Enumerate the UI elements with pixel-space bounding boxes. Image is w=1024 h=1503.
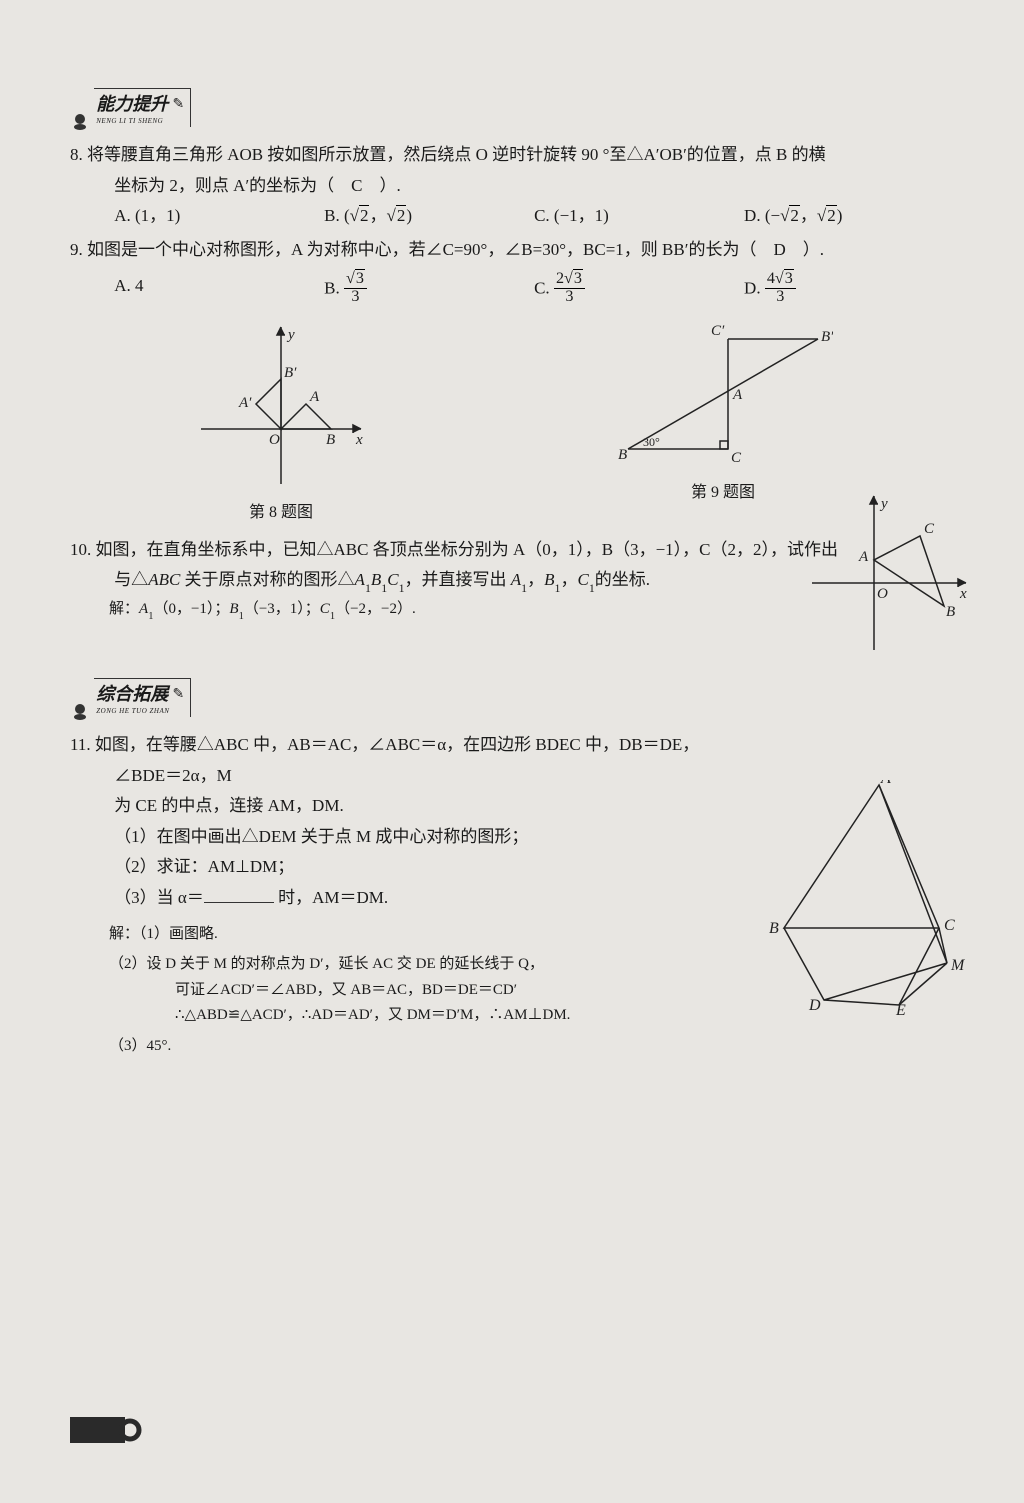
q8-figure-caption: 第 8 题图: [191, 501, 371, 525]
question-9: 9. 如图是一个中心对称图形，A 为对称中心，若∠C=90°，∠B=30°，BC…: [70, 235, 954, 307]
svg-text:C: C: [731, 450, 742, 466]
q8-diagram: y x O B A B′ A′: [191, 319, 371, 489]
q8-options: A. (1，1) B. (2，2) C. (−1，1) D. (−2，2): [114, 203, 954, 229]
q8-option-b: B. (2，2): [324, 203, 534, 229]
q11-sol2b: 可证∠ACD′＝∠ABD，又 AB＝AC，BD＝DE＝CD′: [175, 978, 724, 1004]
q11-sol2c: ∴△ABD≌△ACD′，∴AD＝AD′，又 DM＝D′M，∴AM⊥DM.: [175, 1003, 724, 1029]
svg-text:A′: A′: [238, 395, 252, 411]
q9-number: 9.: [70, 240, 83, 259]
q9-option-c: C. 233: [534, 273, 744, 306]
section-header-ability: 能力提升 ✎ NENG LI TI SHENG: [70, 90, 191, 132]
q8-option-a: A. (1，1): [114, 203, 324, 229]
figure-q11: A B C D E M: [769, 780, 969, 1023]
svg-text:A: A: [309, 389, 320, 405]
svg-text:A: A: [880, 780, 891, 787]
figure-q10: y x O A B C: [804, 488, 974, 666]
pencil-icon: ✎: [173, 97, 185, 112]
svg-text:M: M: [950, 957, 966, 974]
q11-part1: （1）在图中画出△DEM 关于点 M 成中心对称的图形；: [114, 822, 724, 853]
section-pinyin: NENG LI TI SHENG: [96, 116, 184, 127]
q9-option-d: D. 433: [744, 273, 954, 306]
figure-q8: y x O B A B′ A′ 第 8 题图: [191, 319, 371, 525]
mascot-icon: [70, 701, 90, 721]
footer-tab: [70, 1417, 150, 1443]
svg-text:C: C: [944, 917, 955, 934]
svg-text:y: y: [286, 327, 295, 343]
q9-option-b: B. 33: [324, 273, 534, 306]
q9-figure-caption: 第 9 题图: [613, 481, 833, 505]
q10-diagram: y x O A B C: [804, 488, 974, 658]
svg-text:B: B: [769, 920, 779, 937]
svg-text:x: x: [959, 586, 967, 602]
section-title-box: 综合拓展 ✎ ZONG HE TUO ZHAN: [94, 678, 191, 717]
svg-text:O: O: [877, 586, 888, 602]
q11-solution: 解：（1）画图略. （2）设 D 关于 M 的对称点为 D′，延长 AC 交 D…: [109, 922, 724, 1060]
svg-text:C′: C′: [711, 323, 725, 339]
q8-stem-line1: 8. 将等腰直角三角形 AOB 按如图所示放置，然后绕点 O 逆时针旋转 90 …: [70, 140, 954, 171]
q11-part2: （2）求证：AM⊥DM；: [114, 852, 724, 883]
q11-stem-line1: 11. 如图，在等腰△ABC 中，AB＝AC，∠ABC＝α，在四边形 BDEC …: [70, 730, 724, 791]
q9-stem: 9. 如图是一个中心对称图形，A 为对称中心，若∠C=90°，∠B=30°，BC…: [70, 235, 954, 266]
q8-option-d: D. (−2，2): [744, 203, 954, 229]
pencil-icon: ✎: [173, 687, 185, 702]
svg-text:E: E: [895, 1002, 906, 1015]
q8-number: 8.: [70, 145, 83, 164]
section-header-synth: 综合拓展 ✎ ZONG HE TUO ZHAN: [70, 680, 191, 722]
q11-part3: （3）当 α＝ 时，AM＝DM.: [114, 883, 724, 914]
svg-text:y: y: [879, 496, 888, 512]
q11-sol1: 解：（1）画图略.: [109, 922, 724, 948]
svg-text:B: B: [326, 432, 335, 448]
q8-stem-line2: 坐标为 2，则点 A′的坐标为（ C ）.: [114, 171, 954, 202]
question-8: 8. 将等腰直角三角形 AOB 按如图所示放置，然后绕点 O 逆时针旋转 90 …: [70, 140, 954, 229]
section-title-box: 能力提升 ✎ NENG LI TI SHENG: [94, 88, 191, 127]
svg-text:O: O: [269, 432, 280, 448]
q11-diagram: A B C D E M: [769, 780, 969, 1015]
figure-q9: B C A C′ B′ 30° 第 9 题图: [613, 319, 833, 525]
mascot-icon: [70, 111, 90, 131]
q9-options: A. 4 B. 33 C. 233 D. 433: [114, 273, 954, 306]
svg-text:B′: B′: [821, 329, 833, 345]
svg-text:B′: B′: [284, 365, 297, 381]
q8-option-c: C. (−1，1): [534, 203, 744, 229]
svg-text:B: B: [618, 447, 627, 463]
q11-sol2a: （2）设 D 关于 M 的对称点为 D′，延长 AC 交 DE 的延长线于 Q，: [142, 952, 724, 978]
svg-text:A: A: [732, 387, 743, 403]
fill-blank: [204, 886, 274, 903]
section-pinyin: ZONG HE TUO ZHAN: [96, 706, 184, 717]
section-title: 能力提升: [96, 91, 168, 118]
section-title: 综合拓展: [96, 681, 168, 708]
svg-text:C: C: [924, 521, 935, 537]
q11-stem-line2: 为 CE 的中点，连接 AM，DM.: [114, 791, 724, 822]
svg-text:A: A: [858, 549, 869, 565]
svg-text:B: B: [946, 604, 955, 620]
q10-number: 10.: [70, 540, 91, 559]
svg-text:D: D: [808, 997, 821, 1014]
q9-option-a: A. 4: [114, 273, 324, 306]
q9-diagram: B C A C′ B′ 30°: [613, 319, 833, 469]
q11-sol3: （3）45°.: [142, 1034, 724, 1060]
q11-number: 11.: [70, 735, 91, 754]
svg-text:x: x: [355, 432, 363, 448]
svg-text:30°: 30°: [643, 435, 660, 449]
